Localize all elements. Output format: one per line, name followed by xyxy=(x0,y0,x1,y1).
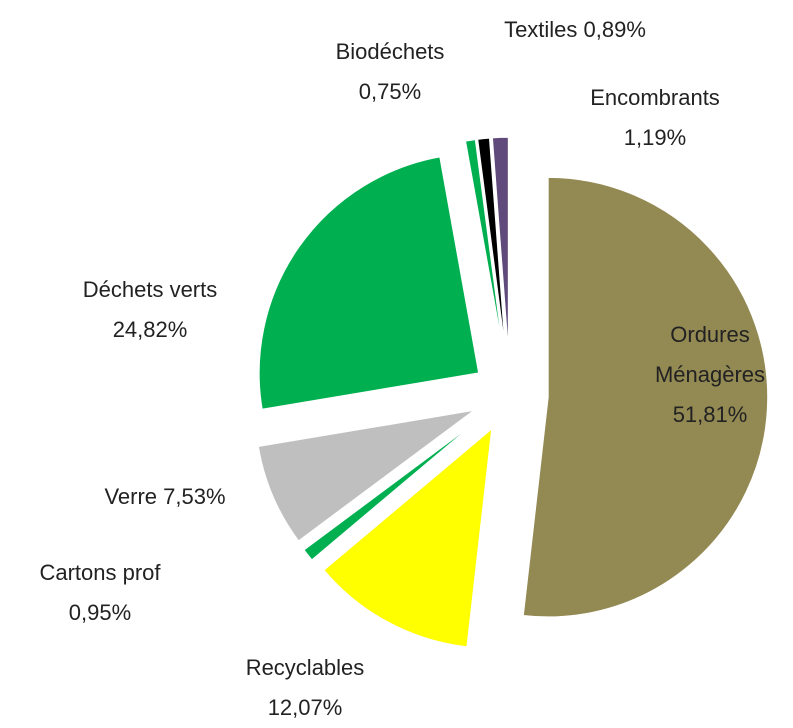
data-label: Verre 7,53% xyxy=(55,477,275,517)
pie-slice xyxy=(302,417,481,562)
value-label: 7,53% xyxy=(163,484,226,509)
data-label: Biodéchets 0,75% xyxy=(290,32,490,112)
value-label: 1,19% xyxy=(623,125,687,150)
data-label: Recyclables 12,07% xyxy=(205,648,405,728)
pie-slice xyxy=(522,176,769,618)
data-label: Ordures Ménagères 51,81% xyxy=(635,315,785,435)
data-label: Déchets verts 24,82% xyxy=(40,270,260,350)
data-label: Encombrants 1,19% xyxy=(555,78,755,158)
category-name: Textiles xyxy=(504,17,578,42)
value-label: 51,81% xyxy=(672,402,748,427)
data-label: Cartons prof 0,95% xyxy=(0,553,200,633)
category-name: Biodéchets xyxy=(335,39,445,64)
category-name: Encombrants xyxy=(590,85,720,110)
category-name: Recyclables xyxy=(245,655,365,680)
category-name: Verre xyxy=(104,484,158,509)
category-name: Ordures Ménagères xyxy=(654,322,766,387)
value-label: 12,07% xyxy=(267,695,343,720)
category-name: Cartons prof xyxy=(39,560,161,585)
pie-slice xyxy=(257,409,476,543)
value-label: 0,75% xyxy=(358,79,422,104)
value-label: 24,82% xyxy=(112,317,188,342)
value-label: 0,89% xyxy=(583,17,646,42)
value-label: 0,95% xyxy=(68,600,132,625)
category-name: Déchets verts xyxy=(82,277,218,302)
data-label: Textiles 0,89% xyxy=(455,10,695,50)
pie-slice xyxy=(491,136,510,358)
pie-slice xyxy=(258,155,480,411)
pie-slice xyxy=(476,137,507,358)
pie-slice xyxy=(322,426,493,648)
pie-slice xyxy=(464,138,505,358)
